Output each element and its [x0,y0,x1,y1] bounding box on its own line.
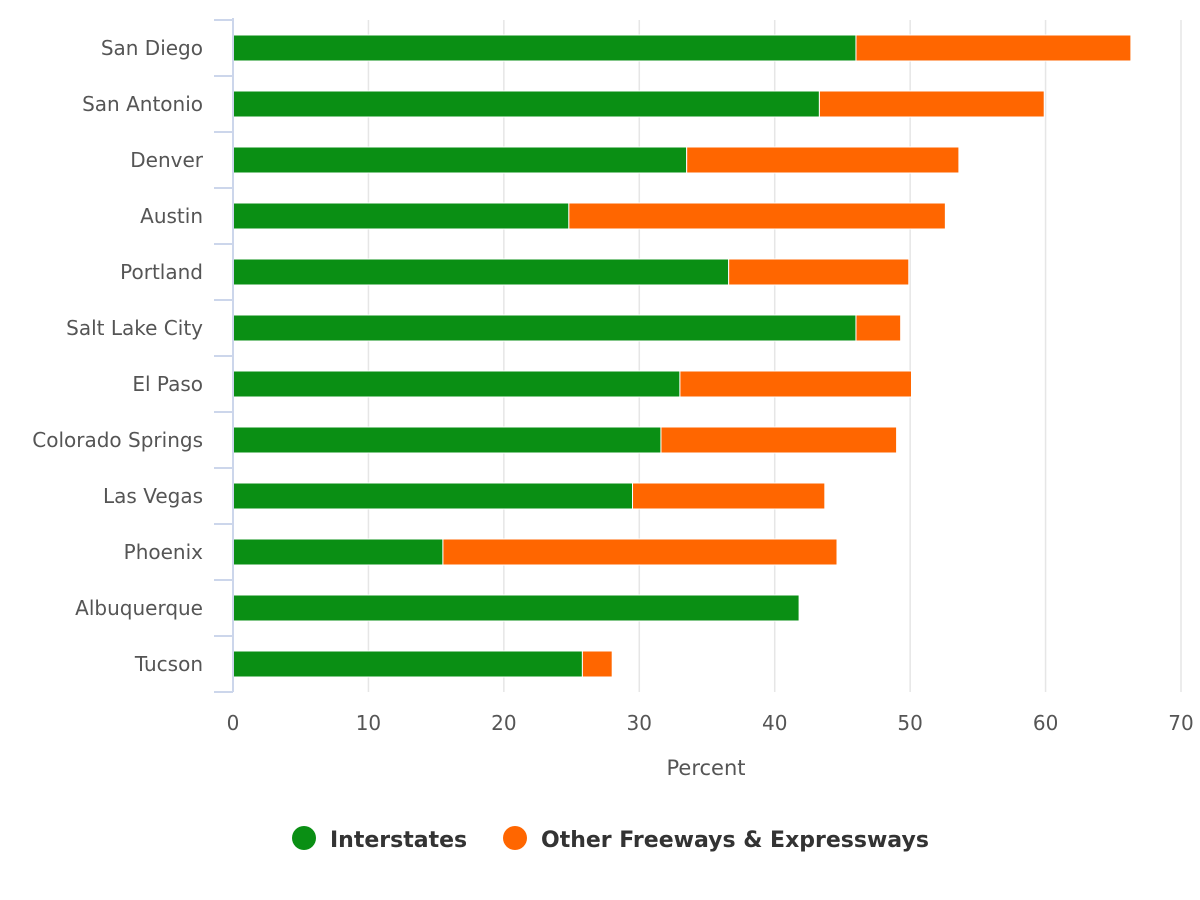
y-axis: San Diego San Antonio Denver Austin Portland… [32,18,234,693]
bar-interstates[interactable] [232,650,583,678]
bar-other-freeways[interactable] [581,650,613,678]
category-label: San Antonio [82,92,203,116]
x-tick-label: 20 [491,711,516,735]
gridlines [367,20,1182,692]
bar-other-freeways[interactable] [855,34,1132,62]
category-label: Denver [130,148,204,172]
category-label: San Diego [101,36,203,60]
category-label: Colorado Springs [32,428,203,452]
category-label: Albuquerque [75,596,203,620]
legend-symbol-other-freeways[interactable] [503,826,527,850]
bar-other-freeways[interactable] [728,258,910,286]
bar-other-freeways[interactable] [442,538,838,566]
category-label: Las Vegas [103,484,203,508]
category-label: Portland [120,260,203,284]
bar-other-freeways[interactable] [568,202,946,230]
x-axis-title: Percent [666,756,745,780]
legend-label-other-freeways[interactable]: Other Freeways & Expressways [541,828,929,853]
bar-interstates[interactable] [232,146,688,174]
bar-other-freeways[interactable] [632,482,826,510]
bar-interstates[interactable] [232,90,820,118]
bar-interstates[interactable] [232,594,800,622]
category-label: El Paso [132,372,203,396]
category-label: Tucson [134,652,203,676]
category-label: Austin [140,204,203,228]
bar-other-freeways[interactable] [818,90,1045,118]
bar-other-freeways[interactable] [855,314,902,342]
x-tick-label: 10 [356,711,381,735]
x-tick-label: 60 [1033,711,1058,735]
bar-interstates[interactable] [232,314,857,342]
bars [232,34,1132,678]
legend-symbol-interstates[interactable] [292,826,316,850]
x-tick-label: 0 [227,711,240,735]
x-tick-label: 40 [762,711,787,735]
bar-interstates[interactable] [232,258,730,286]
x-tick-label: 70 [1168,711,1193,735]
legend-label-interstates[interactable]: Interstates [330,828,467,853]
x-axis: 0 10 20 30 40 50 60 70 [227,711,1194,735]
bar-interstates[interactable] [232,34,857,62]
bar-interstates[interactable] [232,370,681,398]
bar-other-freeways[interactable] [679,370,912,398]
category-label: Phoenix [124,540,204,564]
bar-interstates[interactable] [232,426,662,454]
bar-other-freeways[interactable] [686,146,960,174]
category-label: Salt Lake City [66,316,203,340]
bar-interstates[interactable] [232,538,444,566]
bar-interstates[interactable] [232,202,570,230]
x-tick-label: 30 [627,711,652,735]
bar-other-freeways[interactable] [660,426,898,454]
bar-interstates[interactable] [232,482,634,510]
x-tick-label: 50 [897,711,922,735]
legend: Interstates Other Freeways & Expressways [292,826,929,853]
